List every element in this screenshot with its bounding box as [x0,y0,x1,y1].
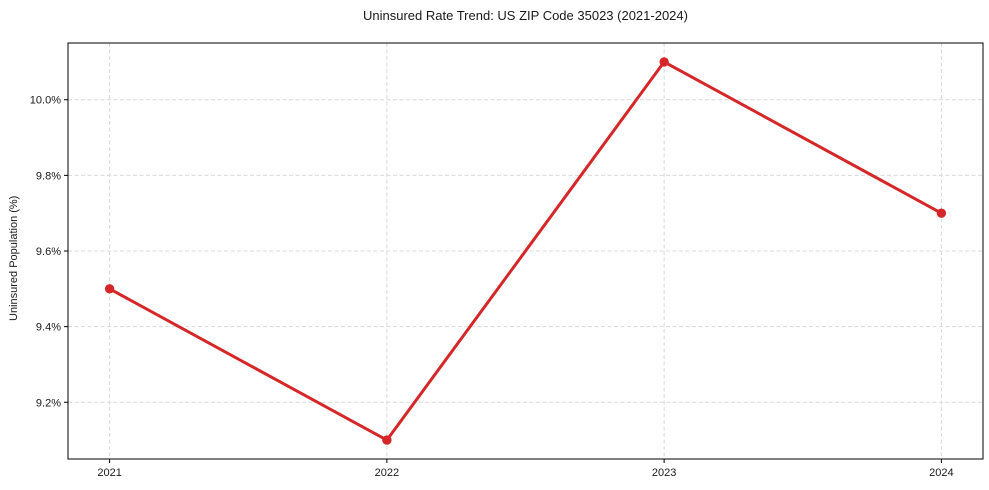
y-tick-label: 10.0% [30,95,61,107]
data-point-marker [936,208,947,218]
y-tick-label: 9.8% [36,170,61,182]
data-point-marker [104,284,115,294]
y-tick-label: 9.6% [36,246,61,258]
data-point-marker [382,435,392,445]
x-tick-label: 2023 [652,467,676,479]
trend-line [108,60,943,442]
data-point-marker [659,57,669,67]
x-tick-label: 2021 [97,467,121,479]
y-tick-label: 9.2% [36,397,61,409]
y-tick-label: 9.4% [36,322,61,334]
chart-title: Uninsured Rate Trend: US ZIP Code 35023 … [363,8,688,23]
x-tick-label: 2022 [375,467,399,479]
x-tick-label: 2024 [929,467,953,479]
